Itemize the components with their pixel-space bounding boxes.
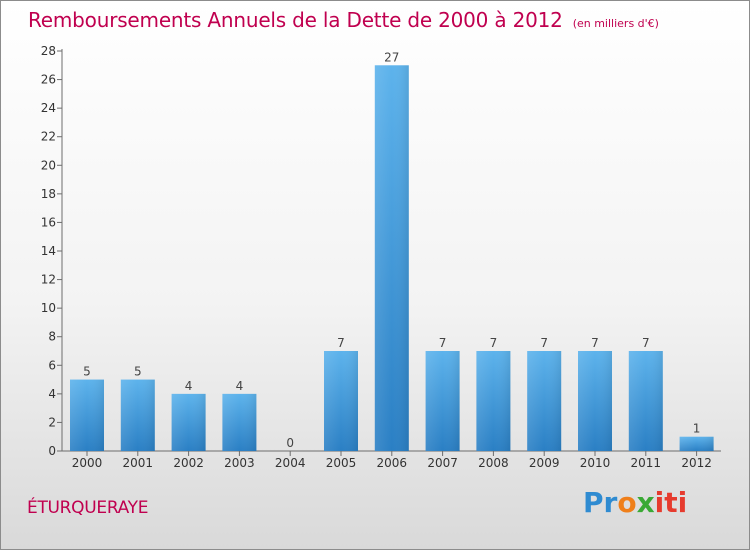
bar-shade [578, 351, 612, 451]
y-tick-label: 18 [41, 187, 56, 201]
data-label: 7 [337, 336, 345, 350]
bar-shade [70, 379, 104, 451]
bar-shade [628, 351, 663, 451]
y-tick-label: 8 [48, 330, 56, 344]
x-tick-label: 2005 [326, 456, 357, 470]
data-label: 4 [185, 379, 193, 393]
data-label: 0 [286, 436, 294, 450]
bar-shade [679, 436, 714, 451]
y-tick-label: 28 [41, 44, 56, 58]
x-tick-label: 2006 [377, 456, 408, 470]
bar-shade [120, 379, 155, 451]
y-tick-label: 20 [41, 158, 56, 172]
data-label: 7 [490, 336, 498, 350]
x-tick-label: 2011 [631, 456, 662, 470]
x-tick-label: 2008 [478, 456, 509, 470]
y-tick-label: 16 [41, 215, 56, 229]
data-label: 5 [83, 365, 91, 379]
bar-shade [425, 351, 460, 451]
y-tick-label: 14 [41, 244, 56, 258]
data-label: 27 [384, 50, 399, 64]
x-tick-label: 2001 [123, 456, 154, 470]
x-tick-label: 2000 [72, 456, 103, 470]
data-label: 7 [591, 336, 599, 350]
chart-subtitle: (en milliers d'€) [572, 17, 659, 30]
data-label: 7 [439, 336, 447, 350]
x-tick-label: 2009 [529, 456, 560, 470]
data-label: 1 [693, 422, 701, 436]
y-tick-label: 10 [41, 301, 56, 315]
logo-part-x: x [636, 486, 655, 519]
y-tick-label: 22 [41, 130, 56, 144]
y-tick-label: 24 [41, 101, 56, 115]
y-tick-label: 0 [48, 444, 56, 458]
x-tick-label: 2002 [173, 456, 204, 470]
x-tick-label: 2003 [224, 456, 255, 470]
chart-bars [70, 65, 714, 452]
bar-shade [222, 393, 257, 451]
data-label: 7 [540, 336, 548, 350]
bar-shade [476, 351, 511, 451]
bar-shade [527, 351, 562, 451]
chart-title: Remboursements Annuels de la Dette de 20… [28, 8, 563, 32]
y-tick-label: 12 [41, 273, 56, 287]
x-tick-label: 2012 [681, 456, 712, 470]
y-tick-label: 26 [41, 73, 56, 87]
logo-part-o: o [617, 486, 637, 519]
data-label: 5 [134, 365, 142, 379]
chart-data-labels: 5 5 4 4 0 7 27 7 7 7 7 7 1 [83, 50, 700, 450]
x-tick-label: 2004 [275, 456, 306, 470]
bar-shade [324, 351, 358, 451]
data-label: 7 [642, 336, 650, 350]
bar-shade [171, 393, 206, 451]
proxiti-logo: Proxiti [583, 486, 687, 519]
logo-part-iti: iti [654, 486, 688, 519]
data-label: 4 [236, 379, 244, 393]
y-tick-label: 2 [48, 415, 56, 429]
logo-part-pr: Pr [583, 486, 618, 519]
bar-shade [374, 65, 409, 452]
x-tick-label: 2007 [427, 456, 458, 470]
y-tick-label: 4 [48, 387, 56, 401]
town-name: ÉTURQUERAYE [27, 498, 149, 518]
chart-title-row: Remboursements Annuels de la Dette de 20… [28, 8, 659, 32]
x-tick-label: 2010 [580, 456, 611, 470]
y-tick-label: 6 [48, 358, 56, 372]
